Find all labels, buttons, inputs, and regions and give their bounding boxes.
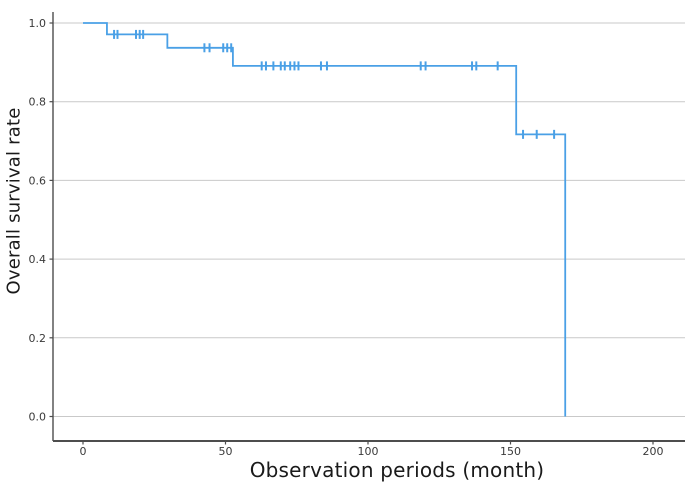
y-tick-label: 0.4 <box>29 253 47 266</box>
y-tick-label: 0.0 <box>29 411 47 424</box>
x-tick-label: 100 <box>358 445 379 458</box>
y-tick-label: 0.2 <box>29 332 47 345</box>
x-tick-label: 0 <box>80 445 87 458</box>
x-tick-label: 200 <box>643 445 664 458</box>
y-axis-title: Overall survival rate <box>3 107 25 295</box>
y-tick-label: 0.8 <box>29 96 47 109</box>
y-tick-label: 0.6 <box>29 174 47 187</box>
x-tick-label: 150 <box>500 445 521 458</box>
x-axis-title: Observation periods (month) <box>249 458 545 482</box>
x-tick-label: 50 <box>219 445 233 458</box>
y-tick-label: 1.0 <box>29 17 47 30</box>
survival-curve <box>83 22 567 417</box>
